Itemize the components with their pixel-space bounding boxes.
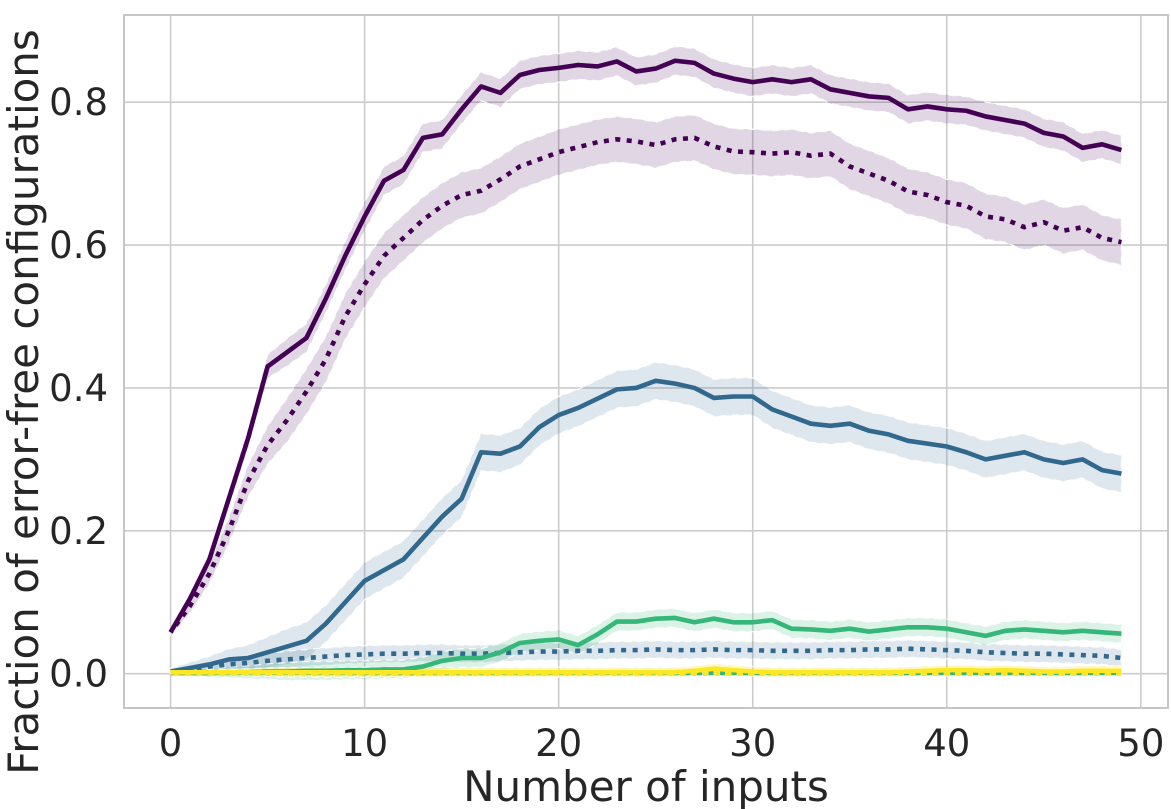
y-axis-label: Fraction of error-free configurations <box>0 29 48 775</box>
series-lines <box>168 58 1123 677</box>
x-tick-label: 40 <box>923 722 970 765</box>
y-tick-label: 0.4 <box>49 367 108 410</box>
blue-solid-line <box>170 378 1122 674</box>
spines <box>123 14 1169 709</box>
x-tick-label: 50 <box>1117 722 1164 765</box>
y-tick-label: 0.8 <box>49 81 108 124</box>
confidence-bands <box>169 45 1123 682</box>
y-tick-label: 0.6 <box>49 224 108 267</box>
purple-solid-band <box>169 45 1123 638</box>
x-tick-label: 20 <box>535 722 582 765</box>
x-axis-label: Number of inputs <box>463 762 829 809</box>
x-tick-label: 10 <box>341 722 388 765</box>
blue-solid-band <box>169 361 1123 676</box>
x-tick-label: 0 <box>159 722 183 765</box>
tick-labels: 0 10 20 30 40 50 0.0 0.2 0.4 0.6 0.8 <box>49 81 1164 765</box>
plot-border <box>123 14 1169 709</box>
purple-dotted-band <box>169 114 1123 639</box>
x-tick-label: 30 <box>729 722 776 765</box>
y-tick-label: 0.0 <box>49 653 108 696</box>
purple-solid-line <box>168 58 1123 634</box>
y-tick-label: 0.2 <box>49 510 108 553</box>
purple-dotted-line <box>168 135 1122 634</box>
blue-dotted-line <box>170 646 1122 675</box>
